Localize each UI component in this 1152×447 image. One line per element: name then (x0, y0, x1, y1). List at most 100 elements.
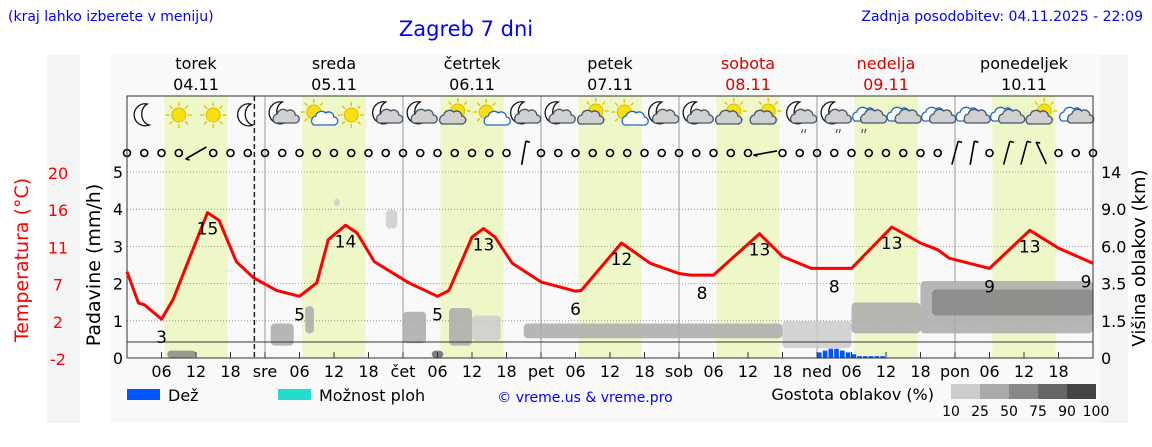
cloud-layer (932, 289, 1093, 316)
rain-bar (840, 350, 845, 358)
calm-wind-icon (467, 148, 477, 158)
height-tick: 6.0 (1101, 237, 1126, 256)
sun-ray (219, 120, 223, 125)
day-name: torek (175, 54, 217, 73)
cloud-layer (523, 323, 783, 339)
moon-cloud-icon (268, 101, 300, 125)
calm-wind-icon (778, 148, 787, 158)
cloud-shape (439, 109, 467, 125)
density-legend-label: Gostota oblakov (%) (771, 385, 934, 404)
calm-wind-icon (743, 148, 753, 158)
cloud-icon (921, 106, 957, 124)
moon-shape (133, 103, 152, 127)
sun-ray (304, 117, 308, 122)
moon-icon (133, 103, 152, 127)
calm-wind-icon (588, 148, 598, 158)
x-hour-label: 18 (634, 362, 654, 381)
wind-barb-icon (185, 146, 207, 161)
cloud-layer (472, 315, 501, 341)
moon-shape (236, 103, 256, 127)
x-day-label: sob (665, 362, 693, 381)
temperature-label: 9 (984, 277, 995, 297)
day-name: ponedeljek (980, 54, 1069, 73)
calm-wind-icon (657, 148, 667, 158)
precip-tick: 1 (113, 312, 123, 331)
sun-ray (304, 102, 308, 107)
cloud-shape (621, 110, 649, 126)
sun-ray (476, 102, 481, 107)
cloud-shape (272, 108, 300, 124)
location-hint[interactable]: (kraj lahko izberete v meniju) (8, 9, 214, 25)
day-date: 05.11 (311, 75, 357, 94)
showers-swatch (278, 389, 311, 400)
rain-bar (880, 356, 885, 358)
calm-wind-icon (847, 148, 856, 158)
density-swatch (1067, 384, 1096, 399)
rain-legend-label: Dež (168, 386, 199, 405)
density-scale-label: 10 (942, 404, 960, 420)
x-hour-label: 18 (1048, 362, 1068, 381)
calm-wind-icon (364, 148, 373, 158)
cloud-icon (955, 106, 991, 124)
cloud-shape (686, 108, 714, 124)
calm-wind-icon (571, 148, 580, 158)
cloud-shape (376, 108, 404, 124)
calm-wind-icon (450, 148, 460, 158)
wind-barb-icon (969, 140, 979, 165)
density-scale-label: 25 (971, 404, 989, 420)
wind-barb-shaft (1020, 141, 1028, 165)
sun-ray (614, 117, 619, 122)
calm-wind-icon (243, 148, 253, 158)
x-hour-label: 12 (462, 362, 482, 381)
rain-bar (863, 356, 868, 358)
wind-barb-flag (1035, 141, 1041, 144)
wind-barb-icon (520, 140, 531, 165)
calm-wind-icon (312, 148, 322, 158)
temp-tick: 7 (53, 276, 63, 295)
wind-barb-flag (974, 140, 979, 143)
day-date: 09.11 (863, 75, 909, 94)
sun-ray (357, 105, 361, 110)
cloud-layer (334, 198, 340, 207)
day-date: 04.11 (173, 75, 219, 94)
moon-cloud-icon (544, 101, 576, 125)
cloud-shape (548, 108, 576, 124)
last-updated: Zadnja posodobitev: 04.11.2025 - 22:09 (861, 9, 1143, 25)
density-scale-label: 75 (1029, 404, 1047, 420)
x-hour-label: 18 (358, 362, 378, 381)
temperature-label: 5 (294, 305, 305, 325)
showers-legend-label: Možnost ploh (319, 386, 425, 405)
cloud-layer (403, 311, 426, 344)
density-scale-label: 50 (1000, 404, 1018, 420)
temp-tick: 16 (48, 201, 68, 220)
copyright-link[interactable]: © vreme.us & vreme.pro (497, 390, 672, 406)
temperature-label: 13 (881, 234, 903, 254)
sun-disc (205, 107, 221, 123)
calm-wind-icon (277, 148, 287, 158)
x-day-label: pon (940, 362, 970, 381)
temperature-label: 3 (156, 328, 167, 348)
cloud-sun-icon (749, 98, 782, 125)
rain-bar (868, 356, 874, 358)
wind-barb-shaft (1002, 141, 1011, 165)
density-swatch (1009, 384, 1038, 399)
calm-wind-icon (829, 148, 839, 158)
sun-ray (476, 117, 481, 122)
calm-wind-icon (812, 148, 822, 158)
cloud-shape (1067, 108, 1095, 124)
sun-ray (601, 101, 606, 106)
precip-tick: 4 (113, 200, 123, 219)
rain-bar (874, 356, 880, 358)
day-date: 10.11 (1001, 75, 1047, 94)
wind-barb-icon (951, 140, 963, 165)
wind-barb-shaft (520, 141, 527, 165)
calm-wind-icon (346, 148, 356, 158)
sun-ray (1034, 101, 1039, 106)
sun-ray (184, 105, 189, 110)
temp-tick: 2 (53, 313, 63, 332)
x-hour-label: 18 (220, 362, 240, 381)
sun-ray (739, 101, 744, 106)
sun-ray (774, 101, 778, 106)
wind-barb-flag (957, 140, 963, 144)
